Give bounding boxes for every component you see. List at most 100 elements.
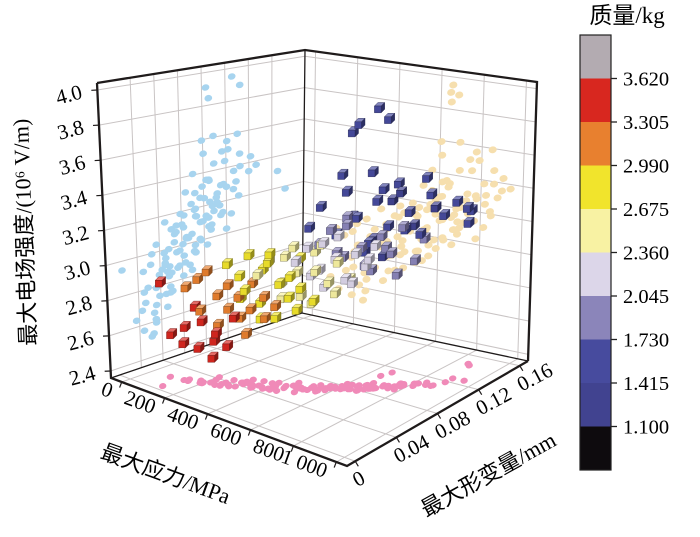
cube-point <box>341 219 354 231</box>
projection-floor-dot <box>377 372 385 379</box>
cube-face <box>376 233 384 241</box>
cube-point <box>179 320 191 333</box>
cube-face <box>304 225 312 233</box>
cube-point <box>325 223 338 236</box>
projection-left-wall-dot <box>198 183 206 190</box>
y-tick-label: 0 <box>348 465 369 491</box>
cube-face <box>404 209 412 217</box>
colorbar-band <box>580 339 611 384</box>
projection-left-wall-dot <box>140 289 149 296</box>
projection-floor-dot <box>307 384 316 391</box>
projection-right-wall-dot <box>435 193 444 201</box>
projection-floor-dot <box>429 382 437 389</box>
colorbar-band <box>580 383 611 427</box>
projection-left-wall-dot <box>235 81 244 89</box>
cube-face <box>430 205 438 213</box>
projection-right-wall-dot <box>472 148 481 156</box>
projection-right-wall-dot <box>431 210 440 218</box>
cube-point <box>212 289 224 301</box>
cube-face <box>295 293 304 301</box>
x-tick-mark <box>119 381 123 388</box>
cube-point <box>195 304 207 316</box>
cube-face <box>180 285 188 293</box>
projection-floor-dot <box>332 385 340 392</box>
cube-face <box>364 256 372 265</box>
z-tick-label: 3.2 <box>60 220 92 250</box>
projection-right-wall-dot <box>370 225 379 233</box>
projection-left-wall-dot <box>227 210 236 217</box>
projection-right-wall-dot <box>377 205 386 213</box>
projection-left-wall-dot <box>200 194 209 202</box>
projection-left-wall-dot <box>234 192 243 199</box>
projection-right-wall-dot <box>437 138 446 146</box>
cube-face <box>241 331 249 339</box>
cube-point <box>284 270 296 283</box>
colorbar-tick-label: 3.620 <box>623 69 669 91</box>
cube-point <box>264 248 276 260</box>
colorbar-tick-label: 2.045 <box>623 286 669 308</box>
cube-point <box>290 255 302 267</box>
cube-point <box>310 265 322 277</box>
projection-left-wall-dot <box>181 189 190 196</box>
projection-left-wall-dot <box>235 150 244 157</box>
cube-point <box>452 195 464 207</box>
projection-right-wall-dot <box>424 241 433 249</box>
cube-markers <box>154 102 478 363</box>
projection-floor-dot <box>196 379 204 386</box>
colorbar-band <box>580 426 611 471</box>
cube-face <box>192 276 200 284</box>
projection-right-wall-dot <box>488 146 497 154</box>
cube-face <box>330 290 338 299</box>
projection-right-wall-dot <box>489 180 499 188</box>
cube-face <box>239 288 248 296</box>
cube-point <box>367 166 379 178</box>
cube-point <box>404 205 416 218</box>
cube-face <box>340 277 348 285</box>
cube-point <box>222 279 234 291</box>
cube-face <box>260 315 268 323</box>
cube-point <box>408 219 421 231</box>
cube-point <box>323 276 335 288</box>
cube-point <box>340 273 352 285</box>
cube-face <box>263 260 271 268</box>
projection-floor-dot <box>185 376 194 383</box>
projection-floor-dot <box>272 387 281 394</box>
projection-right-wall-dot <box>438 151 447 159</box>
left-wall-gridline <box>129 77 142 368</box>
projection-left-wall-dot <box>190 247 199 255</box>
projection-floor-dot <box>380 382 388 389</box>
projection-left-wall-dot <box>217 148 226 155</box>
projection-right-wall-dot <box>447 241 456 249</box>
projection-right-wall-dot <box>456 138 465 146</box>
projection-left-wall-dot <box>217 211 225 219</box>
colorbar-band <box>580 209 611 253</box>
cube-face <box>195 308 203 316</box>
cube-face <box>410 257 418 266</box>
cube-point <box>245 303 257 315</box>
cube-face <box>223 306 231 314</box>
projection-left-wall-dot <box>118 267 126 274</box>
projection-left-wall-dot <box>141 299 150 307</box>
cube-face <box>391 272 400 280</box>
cube-point <box>341 185 353 197</box>
x-tick-label: 200 <box>121 385 159 418</box>
cube-point <box>373 102 386 114</box>
projection-left-wall-dot <box>170 239 179 246</box>
cube-point <box>207 351 219 363</box>
projection-floor-dot <box>207 379 215 386</box>
y-tick-label: 0.08 <box>431 405 475 443</box>
cube-face <box>310 249 318 257</box>
projection-left-wall-dot <box>199 150 207 157</box>
y-tick-mark <box>354 460 359 467</box>
projection-floor-dot <box>441 379 449 386</box>
projection-left-wall-dot <box>155 271 164 279</box>
cube-face <box>367 169 376 178</box>
projection-left-wall-dot <box>192 213 201 220</box>
cube-face <box>270 303 278 311</box>
projection-floor-dot <box>217 381 225 388</box>
cube-face <box>378 253 386 262</box>
projection-left-wall-dot <box>190 189 199 197</box>
projection-left-wall-dot <box>160 219 169 226</box>
projection-left-wall-dot <box>179 224 188 231</box>
cube-face <box>290 259 299 267</box>
